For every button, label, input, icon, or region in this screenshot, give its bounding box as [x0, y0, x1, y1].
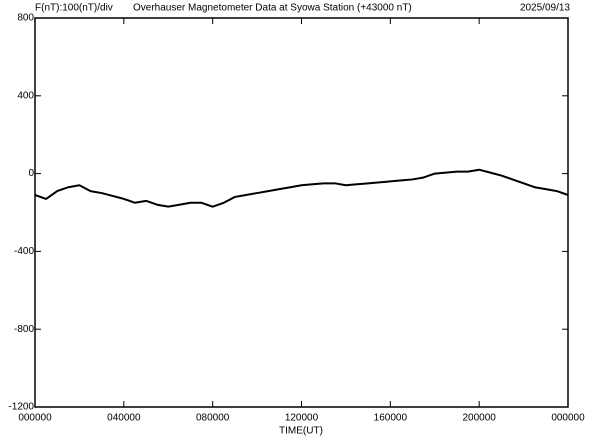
x-tick-label: 040000 — [107, 413, 141, 424]
y-tick-label: -1200 — [8, 402, 34, 413]
x-tick-label: 000000 — [18, 413, 52, 424]
x-tick-label: 200000 — [462, 413, 496, 424]
plot-frame — [34, 17, 569, 408]
x-tick-label: 120000 — [285, 413, 319, 424]
x-axis-label: TIME(UT) — [279, 426, 323, 437]
chart-title: Overhauser Magnetometer Data at Syowa St… — [133, 3, 412, 14]
y-tick-label: 0 — [28, 168, 34, 179]
data-line — [34, 168, 569, 208]
x-tick-label: 080000 — [196, 413, 230, 424]
y-tick-label: 400 — [17, 90, 34, 101]
y-tick-label: -800 — [14, 324, 34, 335]
x-tick-label: 160000 — [374, 413, 408, 424]
y-tick-label: -400 — [14, 246, 34, 257]
y-tick-label: 800 — [17, 13, 34, 24]
y-axis-label: F(nT):100(nT)/div — [35, 3, 113, 14]
date: 2025/09/13 — [520, 3, 570, 14]
x-tick-label: 000000 — [551, 413, 585, 424]
